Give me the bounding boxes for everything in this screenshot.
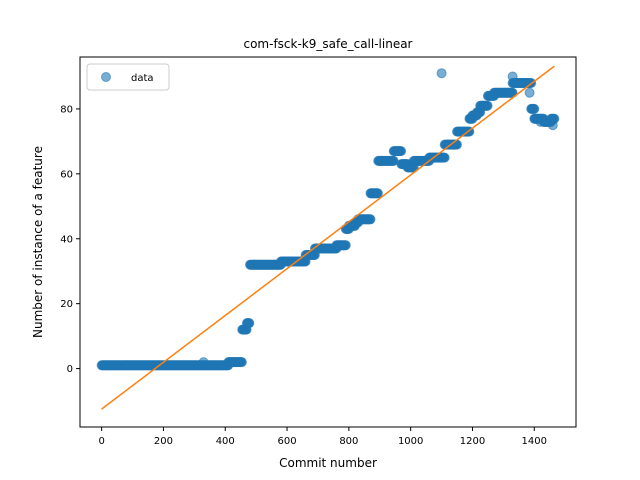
x-tick-label: 0 xyxy=(98,436,104,447)
x-tick-label: 200 xyxy=(154,436,173,447)
data-point xyxy=(365,214,376,225)
data-point xyxy=(482,100,493,111)
data-point xyxy=(436,68,447,79)
data-point xyxy=(396,146,407,157)
y-axis: 0 20 40 60 80 xyxy=(60,104,80,375)
data-point xyxy=(340,240,351,251)
points-layer xyxy=(96,68,560,371)
x-axis: 0 200 400 600 800 1000 1200 1400 xyxy=(98,427,547,447)
data-point xyxy=(244,318,255,329)
data-point xyxy=(236,357,247,368)
y-axis-label: Number of instance of a feature xyxy=(31,146,45,338)
x-tick-label: 1000 xyxy=(398,436,423,447)
data-point xyxy=(198,357,209,368)
y-tick-label: 80 xyxy=(60,104,73,115)
y-tick-label: 60 xyxy=(60,169,73,180)
chart-title: com-fsck-k9_safe_call-linear xyxy=(243,37,412,51)
x-tick-label: 1400 xyxy=(522,436,547,447)
y-tick-label: 40 xyxy=(60,234,73,245)
fit-layer xyxy=(101,65,555,410)
plot-area xyxy=(96,65,560,410)
x-axis-label: Commit number xyxy=(279,456,377,470)
x-tick-label: 400 xyxy=(216,436,235,447)
x-tick-label: 1200 xyxy=(460,436,485,447)
data-point xyxy=(535,116,546,127)
data-point xyxy=(547,120,558,131)
data-point xyxy=(372,188,383,199)
x-tick-label: 600 xyxy=(278,436,297,447)
data-point xyxy=(524,87,535,98)
legend-label-data: data xyxy=(131,73,154,84)
data-point xyxy=(439,152,450,163)
legend-box xyxy=(86,63,170,91)
data-point xyxy=(529,103,540,114)
fit-line xyxy=(101,65,555,410)
data-point xyxy=(507,71,518,82)
legend: data xyxy=(86,63,170,91)
axes-frame xyxy=(79,56,577,428)
x-tick-label: 800 xyxy=(339,436,358,447)
y-tick-label: 20 xyxy=(60,299,73,310)
legend-marker-data xyxy=(101,72,111,82)
y-tick-label: 0 xyxy=(67,364,73,375)
